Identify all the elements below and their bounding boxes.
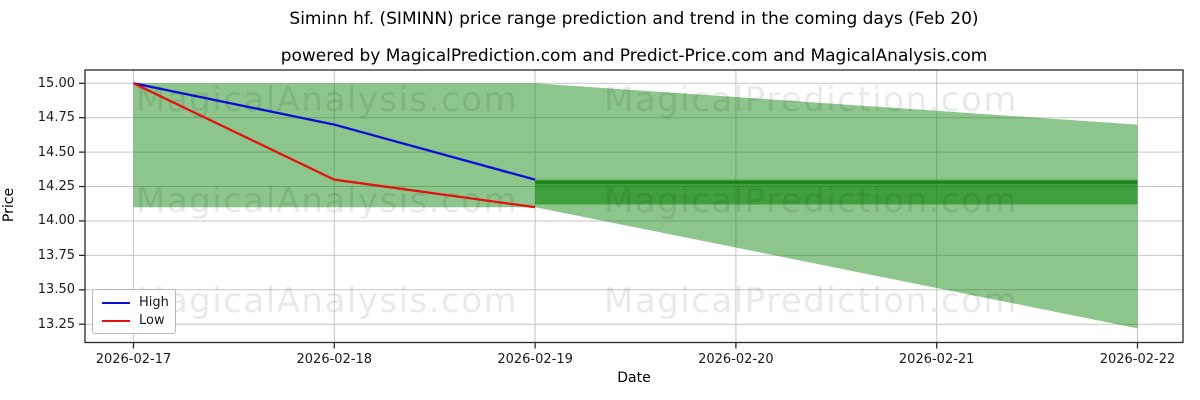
high-line-swatch [102, 301, 130, 304]
x-tick-label: 2026-02-18 [296, 351, 373, 367]
history-range-band [133, 83, 536, 208]
forecast-core-band [535, 179, 1138, 205]
x-tick-label: 2026-02-20 [698, 351, 774, 367]
x-tick-label: 2026-02-21 [898, 351, 975, 367]
low-line-swatch [102, 319, 130, 322]
watermark-left-text: MagicalAnalysis.com [136, 181, 518, 221]
x-tick-label: 2026-02-17 [95, 351, 172, 367]
chart-subtitle: powered by MagicalPrediction.com and Pre… [280, 46, 988, 66]
x-axis-label: Date [617, 370, 651, 386]
y-tick-label: 14.50 [37, 144, 75, 160]
y-axis-label: Price [1, 187, 17, 223]
y-tick-label: 14.75 [37, 110, 75, 126]
legend-label-high: High [139, 295, 169, 310]
watermark-left-text: MagicalAnalysis.com [136, 80, 518, 120]
forecast-range-band [535, 83, 1138, 329]
watermark-right-text: MagicalPrediction.com [604, 281, 1018, 321]
x-tick-label: 2026-02-22 [1099, 351, 1176, 367]
high-line [133, 82, 536, 181]
y-tick-label: 15.00 [37, 75, 75, 91]
y-tick-label: 14.00 [37, 213, 75, 229]
y-tick-label: 13.25 [37, 316, 75, 332]
watermark-right-text: MagicalPrediction.com [604, 181, 1018, 221]
legend: High Low [92, 289, 176, 334]
legend-label-low: Low [139, 313, 165, 328]
plot-border [84, 69, 1184, 344]
legend-item-high: High [93, 295, 175, 310]
y-tick-label: 13.75 [37, 247, 75, 263]
low-line [133, 82, 536, 209]
watermark-left-text: MagicalAnalysis.com [136, 281, 518, 321]
y-tick-label: 13.50 [37, 282, 75, 298]
y-tick-label: 14.25 [37, 179, 75, 195]
watermark-right-text: MagicalPrediction.com [604, 80, 1018, 120]
x-tick-label: 2026-02-19 [497, 351, 573, 367]
chart-title: Siminn hf. (SIMINN) price range predicti… [289, 9, 979, 29]
legend-item-low: Low [93, 313, 175, 328]
